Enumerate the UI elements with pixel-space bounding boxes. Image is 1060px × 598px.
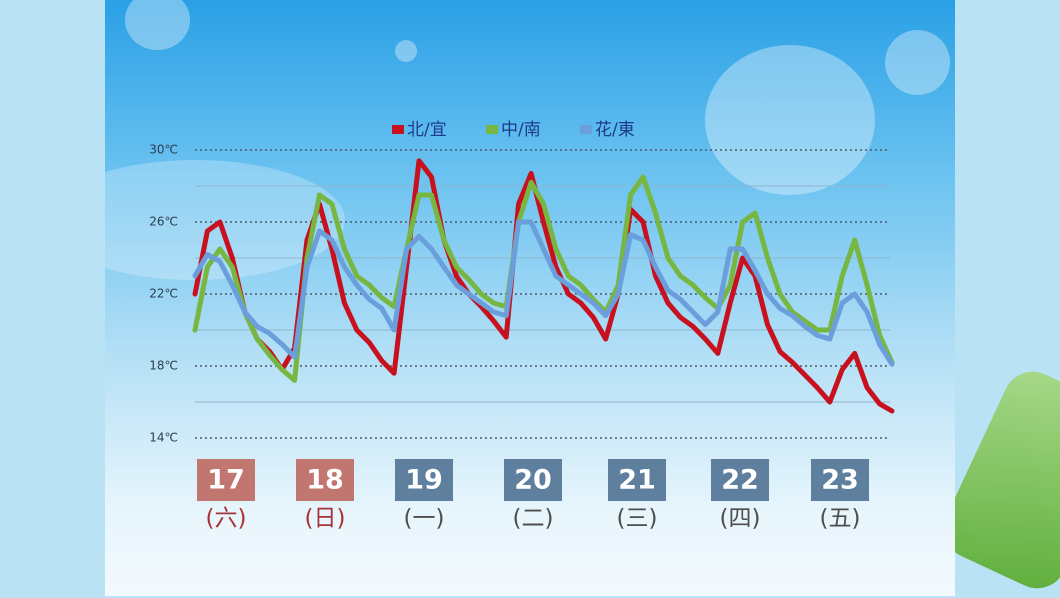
cloud xyxy=(125,0,190,50)
day-weekday: (日) xyxy=(305,506,346,532)
day-box xyxy=(711,459,769,501)
day-weekday: (四) xyxy=(720,506,761,532)
cloud xyxy=(705,45,875,195)
day-date: 19 xyxy=(405,465,443,496)
legend-label: 花/東 xyxy=(595,120,635,140)
day-box xyxy=(197,459,255,501)
cloud xyxy=(885,30,950,95)
y-tick-label: 14℃ xyxy=(149,431,178,445)
day-box xyxy=(296,459,354,501)
legend-swatch xyxy=(580,125,592,134)
day-date: 17 xyxy=(207,465,245,496)
y-tick-label: 22℃ xyxy=(149,287,178,301)
day-box xyxy=(395,459,453,501)
y-tick-label: 18℃ xyxy=(149,359,178,373)
legend-label: 中/南 xyxy=(501,120,541,140)
day-weekday: (二) xyxy=(513,506,554,532)
day-date: 22 xyxy=(721,465,759,496)
y-tick-label: 30℃ xyxy=(149,143,178,157)
day-weekday: (一) xyxy=(404,506,445,532)
day-box xyxy=(504,459,562,501)
y-tick-label: 26℃ xyxy=(149,215,178,229)
day-date: 23 xyxy=(821,465,859,496)
day-box xyxy=(608,459,666,501)
day-date: 18 xyxy=(306,465,344,496)
legend-swatch xyxy=(392,125,404,134)
series-line xyxy=(192,219,895,367)
day-weekday: (五) xyxy=(820,506,861,532)
day-weekday: (六) xyxy=(206,506,247,532)
legend-label: 北/宜 xyxy=(407,120,447,140)
day-date: 21 xyxy=(618,465,656,496)
legend-swatch xyxy=(486,125,498,134)
cloud xyxy=(395,40,417,62)
series-line xyxy=(192,174,895,383)
day-weekday: (三) xyxy=(617,506,658,532)
day-box xyxy=(811,459,869,501)
day-date: 20 xyxy=(514,465,552,496)
series-line xyxy=(192,158,895,414)
